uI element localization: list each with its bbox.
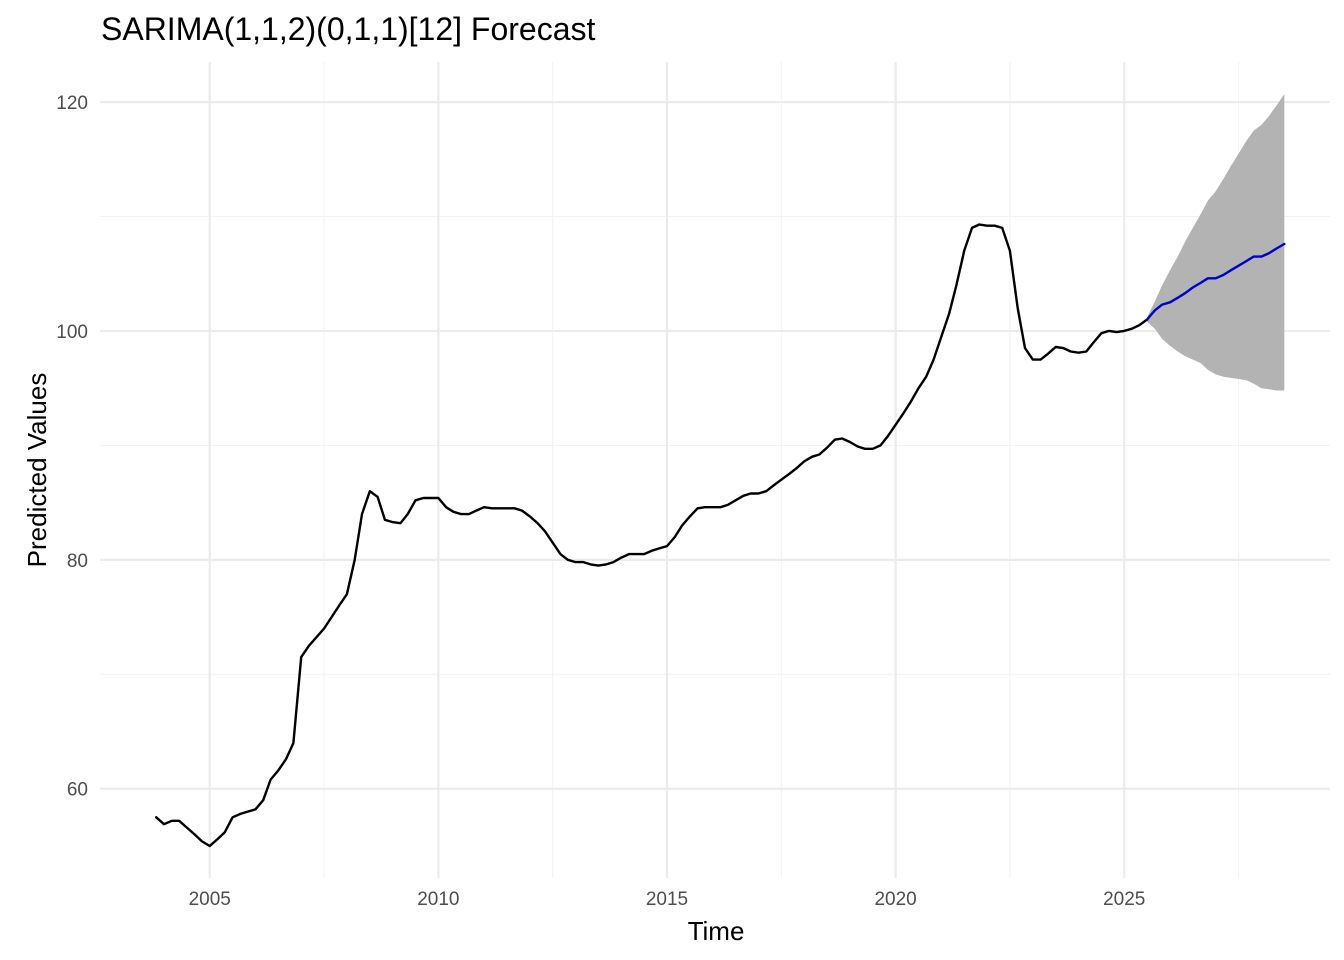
- plot-marks: [154, 94, 1286, 848]
- y-tick-label: 60: [67, 780, 88, 801]
- y-tick-label: 120: [56, 93, 88, 114]
- y-tick-label: 100: [56, 322, 88, 343]
- chart-title: SARIMA(1,1,2)(0,1,1)[12] Forecast: [101, 11, 596, 47]
- observed-series-line: [154, 223, 1149, 848]
- x-tick-label: 2005: [189, 889, 231, 910]
- minor-gridlines: [100, 62, 1330, 878]
- x-tick-label: 2015: [646, 889, 688, 910]
- tick-labels: 2005 2010 2015 2020 2025 60 80 100 120: [56, 93, 1145, 910]
- y-tick-label: 80: [67, 551, 88, 572]
- prediction-interval-band: [1147, 94, 1285, 391]
- forecast-series-line: [1145, 242, 1286, 321]
- x-axis-title: Time: [688, 916, 745, 946]
- y-axis-title: Predicted Values: [22, 373, 52, 568]
- x-tick-label: 2010: [417, 889, 459, 910]
- x-tick-label: 2020: [874, 889, 916, 910]
- major-gridlines: [100, 62, 1330, 878]
- x-tick-label: 2025: [1103, 889, 1145, 910]
